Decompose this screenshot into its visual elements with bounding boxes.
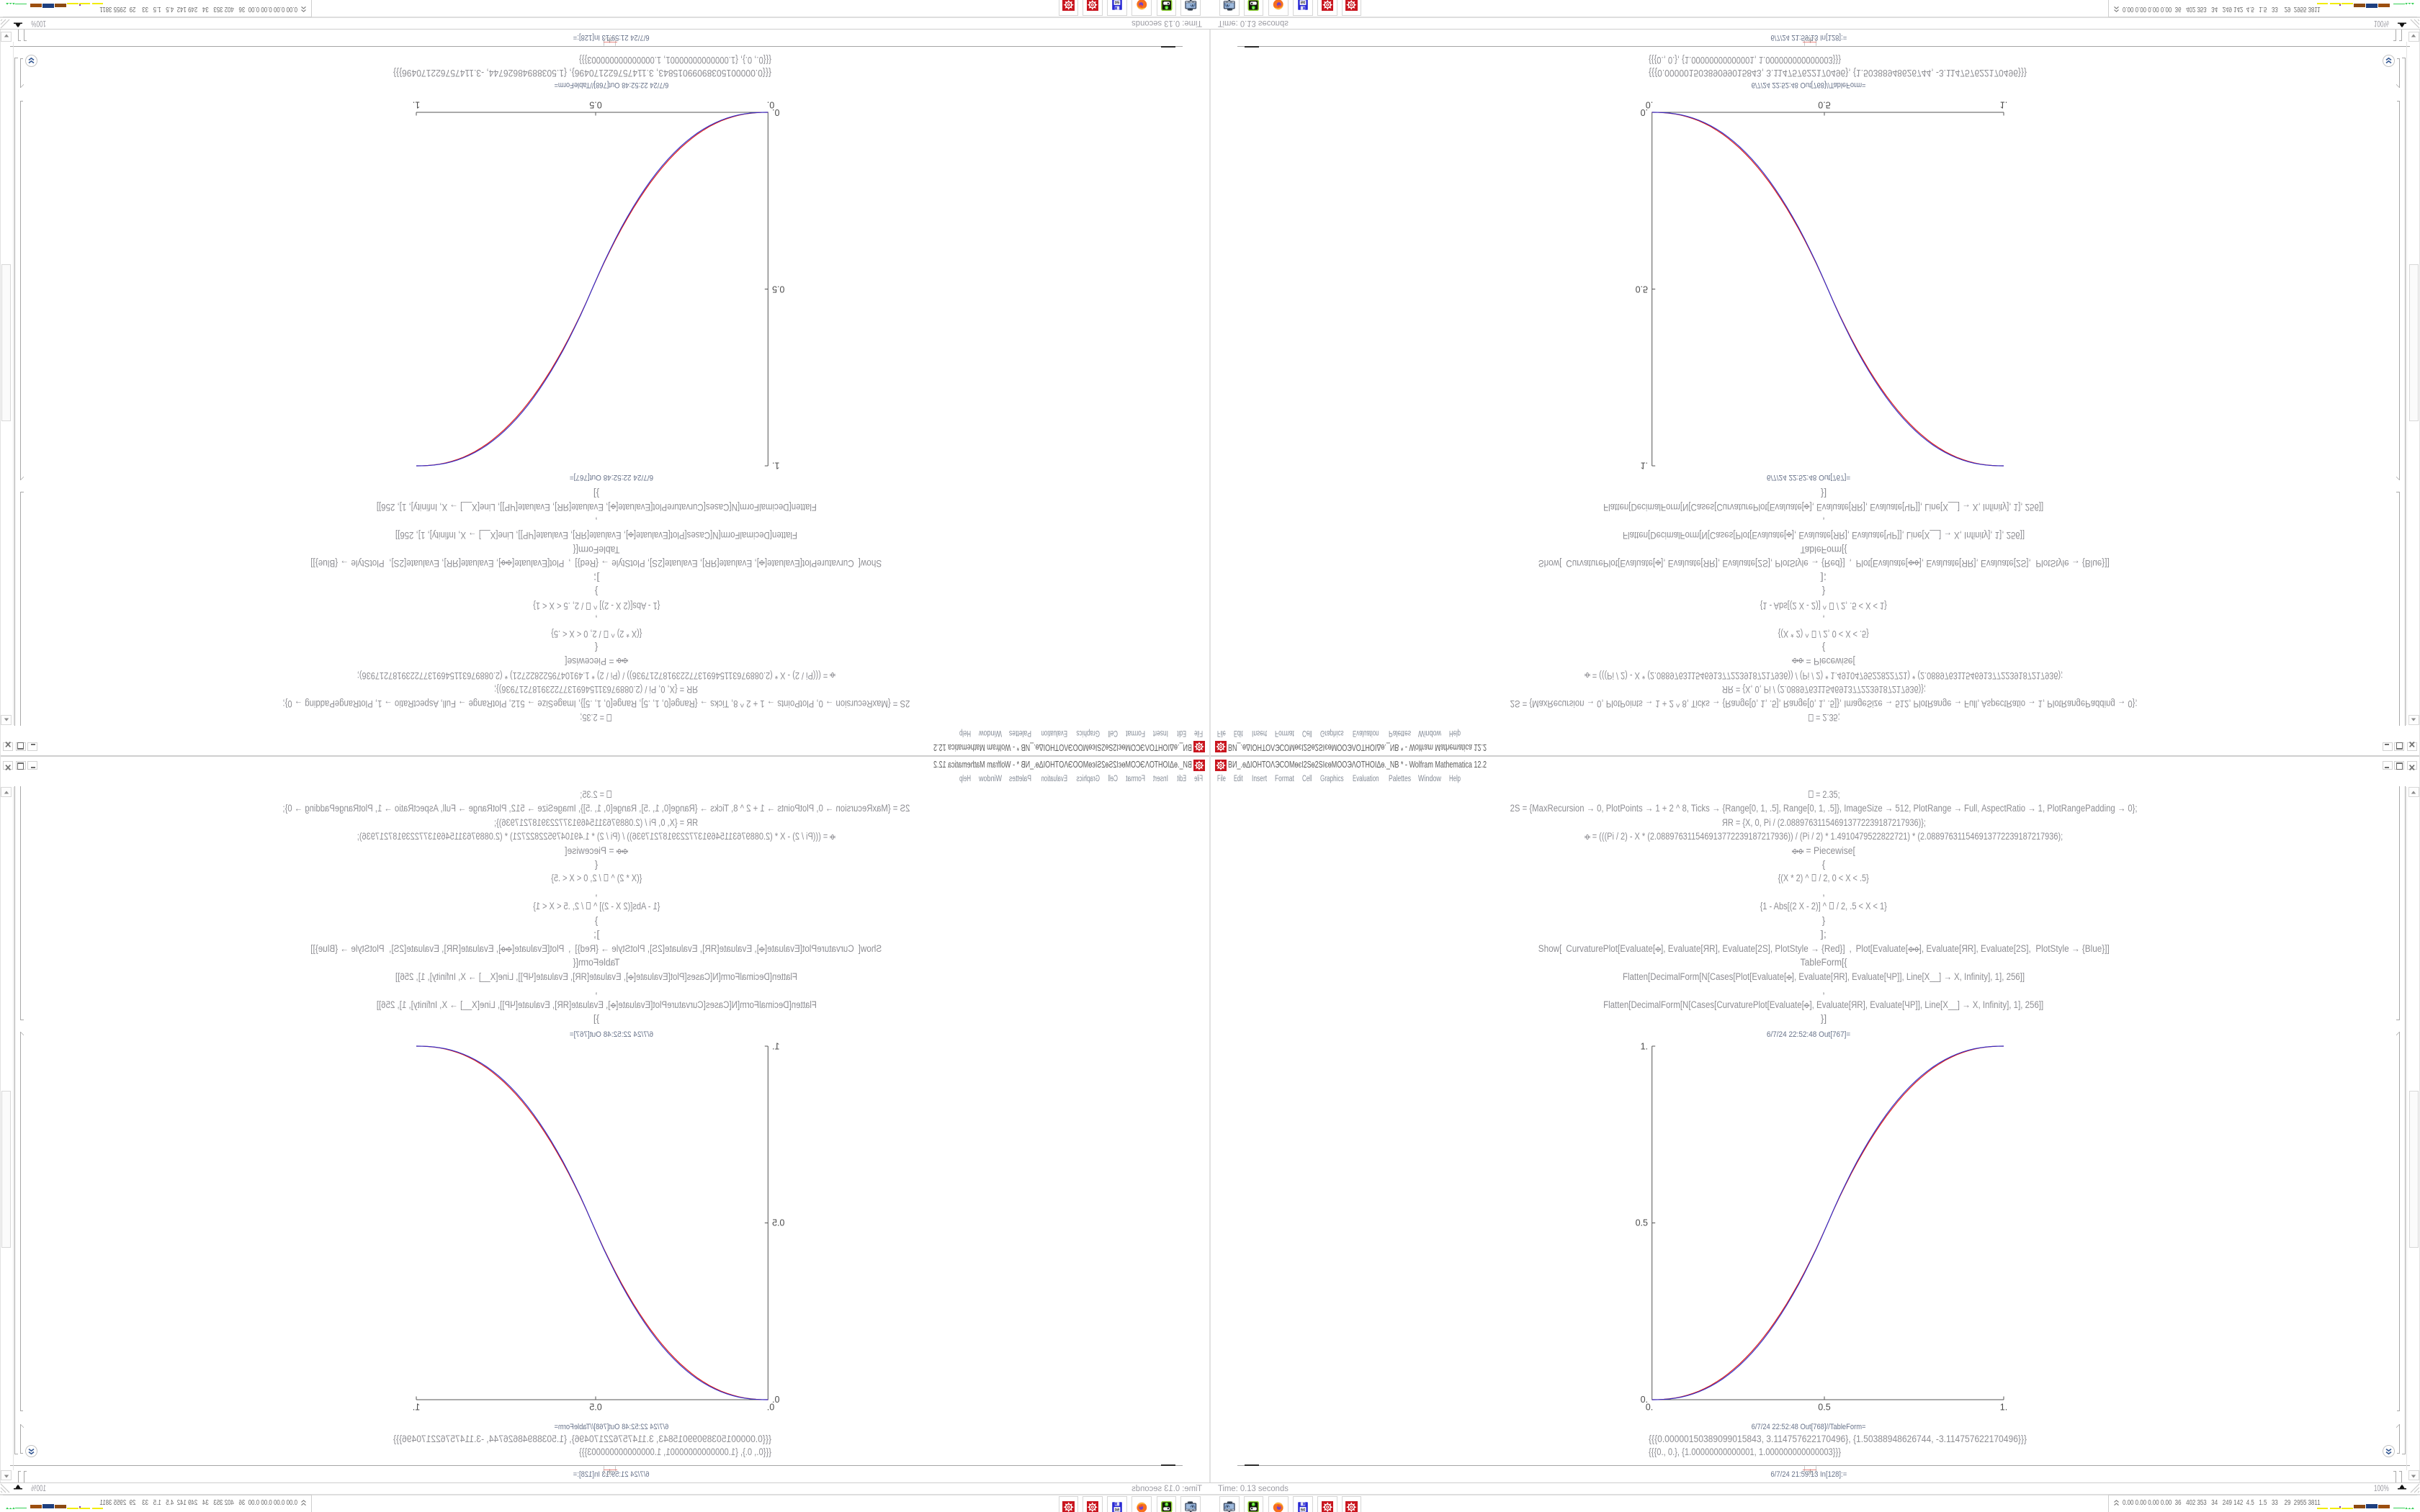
svg-text:0.: 0. xyxy=(1641,1395,1648,1405)
svg-text:1.: 1. xyxy=(772,1042,779,1052)
svg-text:0.: 0. xyxy=(772,107,779,117)
svg-text:0.5: 0.5 xyxy=(589,1403,601,1413)
svg-text:1.: 1. xyxy=(1641,461,1648,471)
svg-text:64: 64 xyxy=(1115,1508,1119,1512)
svg-text:1.: 1. xyxy=(1641,1042,1648,1052)
svg-text:0.: 0. xyxy=(767,100,774,110)
svg-text:0.5: 0.5 xyxy=(772,1218,784,1228)
svg-text:1.: 1. xyxy=(413,1403,420,1413)
svg-text:1.: 1. xyxy=(772,461,779,471)
svg-text:0.5: 0.5 xyxy=(589,100,601,110)
svg-text:0.: 0. xyxy=(767,1403,774,1413)
svg-text:0.: 0. xyxy=(1646,1403,1653,1413)
svg-text:0.: 0. xyxy=(1646,100,1653,110)
svg-text:64: 64 xyxy=(1115,0,1119,4)
svg-text:64: 64 xyxy=(1301,0,1305,4)
svg-text:0.5: 0.5 xyxy=(1636,1218,1648,1228)
svg-text:1.: 1. xyxy=(2000,100,2007,110)
svg-text:0.5: 0.5 xyxy=(1818,100,1830,110)
svg-text:1.: 1. xyxy=(413,100,420,110)
svg-text:64: 64 xyxy=(1301,1508,1305,1512)
svg-text:0.5: 0.5 xyxy=(1636,284,1648,294)
svg-text:0.: 0. xyxy=(1641,107,1648,117)
svg-text:0.5: 0.5 xyxy=(772,284,784,294)
svg-text:1.: 1. xyxy=(2000,1403,2007,1413)
svg-text:0.: 0. xyxy=(772,1395,779,1405)
svg-text:0.5: 0.5 xyxy=(1818,1403,1830,1413)
